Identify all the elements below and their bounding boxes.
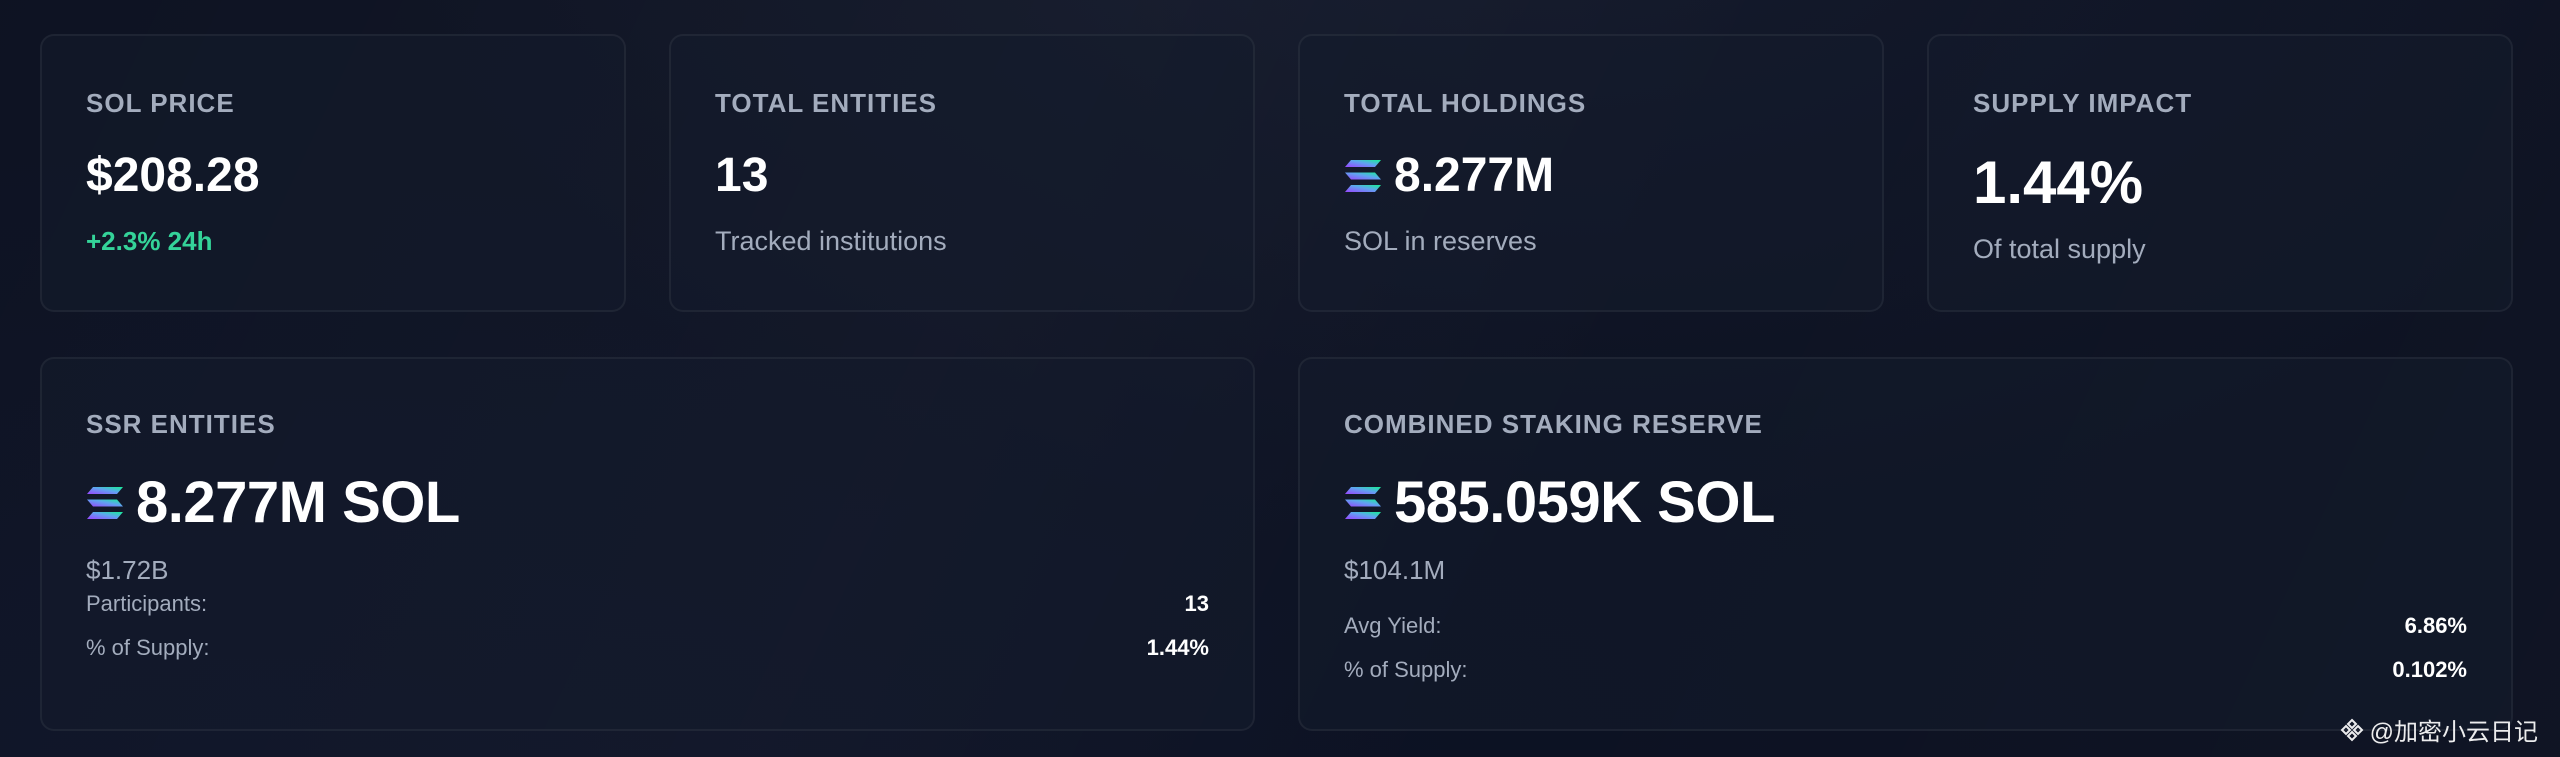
ssr-entities-usd: $1.72B (86, 555, 169, 585)
supply-impact-sub: Of total supply (1973, 234, 2146, 264)
total-entities-label: TOTAL ENTITIES (715, 88, 938, 118)
ssr-entities-value-row: 8.277M SOL (86, 469, 460, 536)
supply-impact-card: SUPPLY IMPACT 1.44% Of total supply (1927, 34, 2513, 312)
combined-yield-value: 6.86% (2404, 613, 2467, 638)
total-holdings-value-row: 8.277M (1344, 148, 1554, 203)
total-entities-sub: Tracked institutions (715, 226, 947, 256)
combined-yield-key: Avg Yield: (1344, 613, 1442, 638)
solana-icon (1344, 486, 1382, 520)
combined-staking-value: 585.059K SOL (1394, 470, 1775, 535)
combined-supply-value: 0.102% (2392, 657, 2467, 682)
total-holdings-value: 8.277M (1394, 149, 1555, 202)
combined-supply-key: % of Supply: (1344, 657, 1468, 682)
ssr-participants-key: Participants: (86, 591, 208, 616)
ssr-entities-value: 8.277M SOL (136, 470, 460, 535)
combined-yield-row: Avg Yield: 6.86% (1344, 613, 2467, 639)
total-holdings-label: TOTAL HOLDINGS (1344, 88, 1587, 118)
watermark-text: @加密小云日记 (2369, 719, 2538, 746)
supply-impact-label: SUPPLY IMPACT (1973, 88, 2193, 118)
ssr-participants-row: Participants: 13 (86, 591, 1209, 617)
solana-icon (86, 486, 124, 520)
combined-staking-label: COMBINED STAKING RESERVE (1344, 409, 1763, 439)
ssr-supply-row: % of Supply: 1.44% (86, 635, 1209, 661)
combined-staking-value-row: 585.059K SOL (1344, 469, 1775, 536)
solana-icon (1344, 159, 1382, 193)
combined-staking-card: COMBINED STAKING RESERVE 585.059K SOL $1… (1298, 357, 2513, 731)
combined-staking-usd: $104.1M (1344, 555, 1446, 585)
sol-price-value: $208.28 (86, 149, 260, 202)
total-holdings-sub: SOL in reserves (1344, 226, 1537, 256)
binance-square-icon (2340, 718, 2364, 742)
watermark: @加密小云日记 (2340, 712, 2538, 747)
total-entities-card: TOTAL ENTITIES 13 Tracked institutions (669, 34, 1255, 312)
sol-price-change: +2.3% 24h (86, 226, 213, 256)
ssr-participants-value: 13 (1184, 591, 1209, 616)
combined-supply-row: % of Supply: 0.102% (1344, 657, 2467, 683)
total-entities-value: 13 (715, 149, 769, 202)
sol-price-card: SOL PRICE $208.28 +2.3% 24h (40, 34, 626, 312)
sol-price-label: SOL PRICE (86, 88, 235, 118)
ssr-supply-key: % of Supply: (86, 635, 210, 660)
ssr-entities-label: SSR ENTITIES (86, 409, 276, 439)
supply-impact-value: 1.44% (1973, 149, 2144, 216)
ssr-supply-value: 1.44% (1146, 635, 1209, 660)
total-holdings-card: TOTAL HOLDINGS 8.277M SOL in reserves (1298, 34, 1884, 312)
ssr-entities-card: SSR ENTITIES 8.277M SOL $1.72B Participa… (40, 357, 1255, 731)
